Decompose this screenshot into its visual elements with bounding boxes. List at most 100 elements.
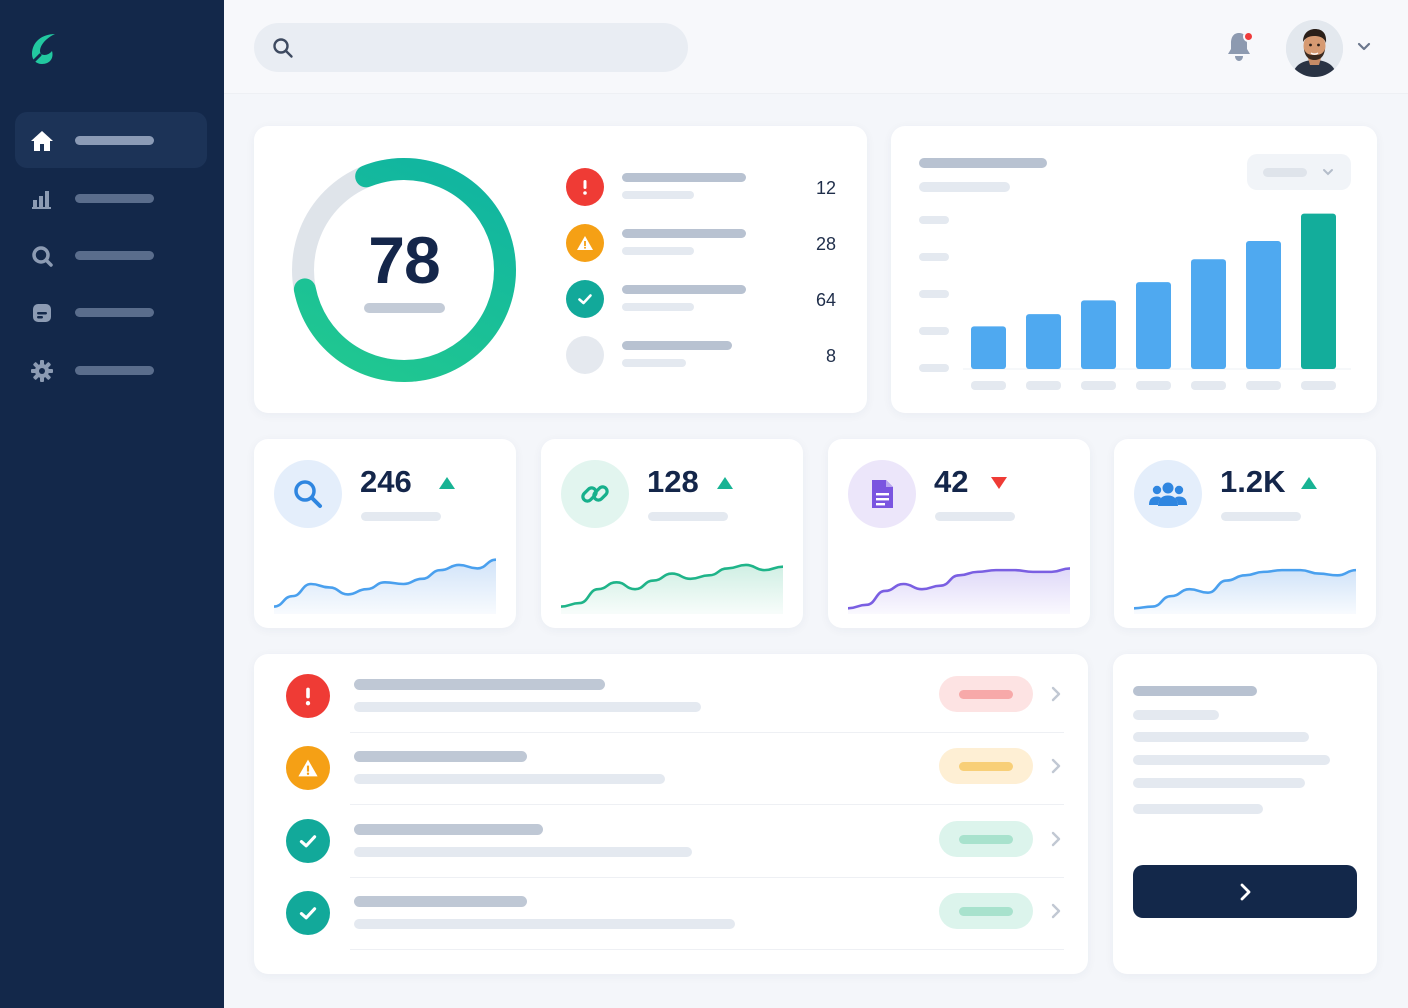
list-item[interactable] (286, 891, 1066, 963)
stat-value: 42 (934, 464, 969, 499)
score-value: 78 (368, 223, 440, 297)
score-row-ok: 64 (566, 280, 846, 320)
stat-card[interactable]: 128 (541, 439, 803, 628)
chevron-down-icon (1321, 165, 1335, 184)
status-badge-label (959, 690, 1013, 699)
chevron-down-icon[interactable] (1356, 38, 1372, 54)
list-item[interactable] (286, 746, 1066, 818)
sidebar-item-label (75, 251, 154, 260)
item-description (354, 702, 701, 712)
search-bar[interactable] (254, 23, 688, 72)
row-count: 8 (825, 346, 836, 366)
row-sublabel (622, 303, 694, 311)
continue-button[interactable] (1133, 865, 1357, 918)
warning-icon (566, 224, 604, 262)
summary-text (1133, 710, 1219, 720)
chart-bar[interactable] (1246, 241, 1281, 369)
row-count: 64 (815, 290, 836, 310)
row-sublabel (622, 359, 686, 367)
period-dropdown[interactable] (1247, 154, 1351, 190)
y-tick-label (919, 253, 949, 261)
list-item[interactable] (286, 674, 1066, 746)
check-icon (566, 280, 604, 318)
sparkline-line (1134, 568, 1356, 610)
status-badge (939, 748, 1033, 784)
item-title (354, 824, 543, 835)
sparkline-area (274, 559, 496, 614)
divider (350, 732, 1064, 733)
item-title (354, 751, 527, 762)
exclamation-icon (566, 168, 604, 206)
summary-text (1133, 804, 1263, 814)
status-badge (939, 893, 1033, 929)
sidebar-item-label (75, 136, 154, 145)
chart-bar[interactable] (1081, 300, 1116, 369)
chevron-right-icon[interactable] (1048, 901, 1064, 921)
chart-bar[interactable] (971, 326, 1006, 369)
magnifier-icon (274, 460, 342, 528)
sparkline (274, 558, 496, 614)
sidebar-item-label (75, 194, 154, 203)
x-tick-label (1026, 381, 1061, 390)
y-tick-label (919, 364, 949, 372)
chart-bar[interactable] (1191, 259, 1226, 369)
stat-value: 1.2K (1220, 464, 1286, 499)
search-input[interactable] (310, 23, 670, 72)
search-icon (272, 37, 294, 59)
stat-card[interactable]: 1.2K (1114, 439, 1376, 628)
score-gauge (292, 158, 516, 382)
sidebar-item-search[interactable] (15, 227, 207, 283)
summary-title (1133, 686, 1257, 696)
chart-bar[interactable] (1136, 282, 1171, 369)
item-description (354, 919, 735, 929)
y-tick-label (919, 216, 949, 224)
status-badge-label (959, 907, 1013, 916)
stat-card[interactable]: 42 (828, 439, 1090, 628)
sparkline-area (561, 564, 783, 614)
divider (350, 949, 1064, 950)
topbar (224, 0, 1408, 94)
sidebar-item-label (75, 366, 154, 375)
x-tick-label (1301, 381, 1336, 390)
item-description (354, 774, 665, 784)
sidebar (0, 0, 224, 1008)
stat-label (648, 512, 728, 521)
row-label (622, 229, 746, 238)
document-icon (848, 460, 916, 528)
row-label (622, 341, 732, 350)
issues-list-card (254, 654, 1088, 974)
chevron-right-icon[interactable] (1048, 756, 1064, 776)
item-description (354, 847, 692, 857)
sparkline-line (848, 567, 1070, 610)
avatar[interactable] (1286, 20, 1343, 77)
leaf-logo-icon[interactable] (28, 30, 60, 68)
chart-bar[interactable] (1301, 213, 1336, 369)
bar-chart-icon (29, 186, 55, 212)
divider (350, 804, 1064, 805)
check-icon (286, 891, 330, 935)
trend-up-icon (1300, 476, 1318, 490)
search-icon (29, 243, 55, 269)
chart-subtitle (919, 182, 1010, 192)
sparkline (848, 567, 1070, 614)
sparkline (1134, 568, 1356, 614)
chevron-right-icon[interactable] (1048, 829, 1064, 849)
sidebar-item-analytics[interactable] (15, 170, 207, 226)
sparkline-area (848, 568, 1070, 614)
row-sublabel (622, 247, 694, 255)
sidebar-item-settings[interactable] (15, 342, 207, 398)
y-tick-label (919, 290, 949, 298)
stat-value: 246 (360, 464, 412, 499)
notification-badge (1243, 31, 1254, 42)
list-item[interactable] (286, 819, 1066, 891)
x-tick-label (971, 381, 1006, 390)
sparkline-line (561, 563, 783, 608)
stat-card[interactable]: 246 (254, 439, 516, 628)
item-title (354, 896, 527, 907)
sidebar-item-messages[interactable] (15, 284, 207, 340)
sidebar-item-home[interactable] (15, 112, 207, 168)
chevron-right-icon[interactable] (1048, 684, 1064, 704)
trend-down-icon (990, 476, 1008, 490)
chart-bar[interactable] (1026, 314, 1061, 369)
x-tick-label (1136, 381, 1171, 390)
